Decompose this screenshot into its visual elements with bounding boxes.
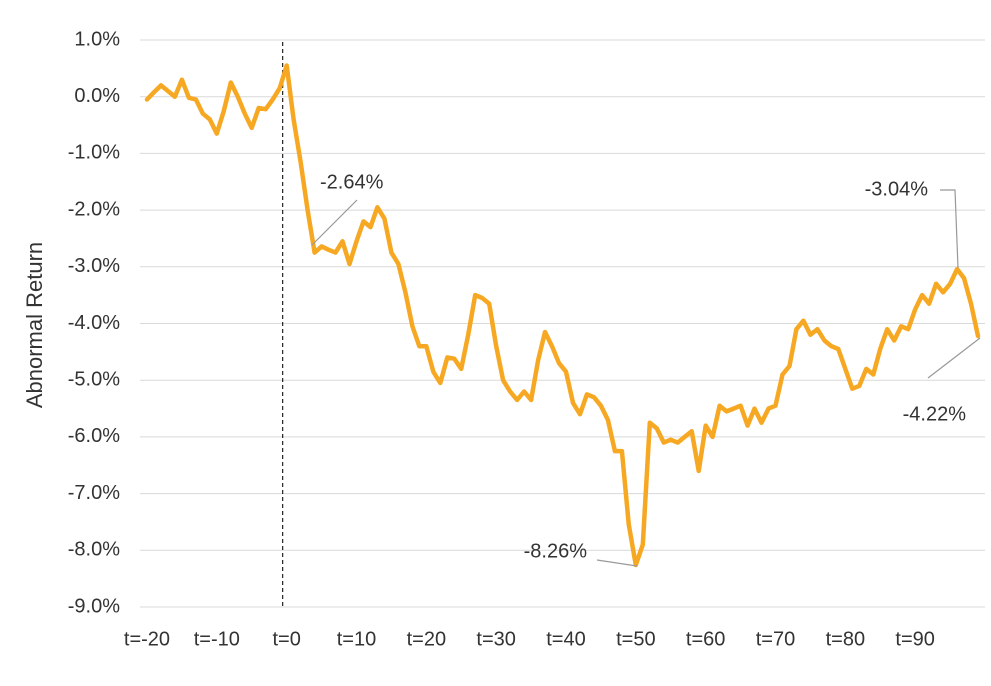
y-tick-label: -5.0% [68, 368, 120, 390]
y-tick-label: 1.0% [74, 28, 120, 50]
x-tick-label: t=-10 [194, 628, 240, 650]
x-tick-label: t=90 [895, 628, 934, 650]
x-tick-label: t=30 [476, 628, 515, 650]
x-tick-label: t=20 [407, 628, 446, 650]
y-tick-label: -2.0% [68, 198, 120, 220]
annotation: -4.22% [903, 403, 967, 425]
y-tick-label: -7.0% [68, 482, 120, 504]
annotation-leader [311, 199, 358, 246]
y-tick-label: 0.0% [74, 85, 120, 107]
y-tick-label: -9.0% [68, 595, 120, 617]
data-line [144, 63, 981, 568]
y-tick-label: -1.0% [68, 142, 120, 164]
y-axis-label: Abnormal Return [22, 242, 47, 408]
annotation-leader [927, 337, 981, 379]
annotation: -2.64% [320, 171, 384, 193]
x-tick-label: t=0 [272, 628, 300, 650]
x-tick-label: t=70 [756, 628, 795, 650]
y-tick-label: -4.0% [68, 312, 120, 334]
x-tick-label: t=50 [616, 628, 655, 650]
annotation-leader [596, 559, 638, 567]
y-tick-label: -8.0% [68, 539, 120, 561]
annotation-leader [940, 189, 959, 269]
x-tick-label: t=-20 [124, 628, 170, 650]
x-tick-label: t=40 [546, 628, 585, 650]
annotation: -3.04% [865, 178, 929, 200]
y-tick-label: -6.0% [68, 425, 120, 447]
x-tick-label: t=60 [686, 628, 725, 650]
x-tick-label: t=80 [826, 628, 865, 650]
x-tick-label: t=10 [337, 628, 376, 650]
annotation: -8.26% [524, 540, 588, 562]
y-tick-label: -3.0% [68, 255, 120, 277]
